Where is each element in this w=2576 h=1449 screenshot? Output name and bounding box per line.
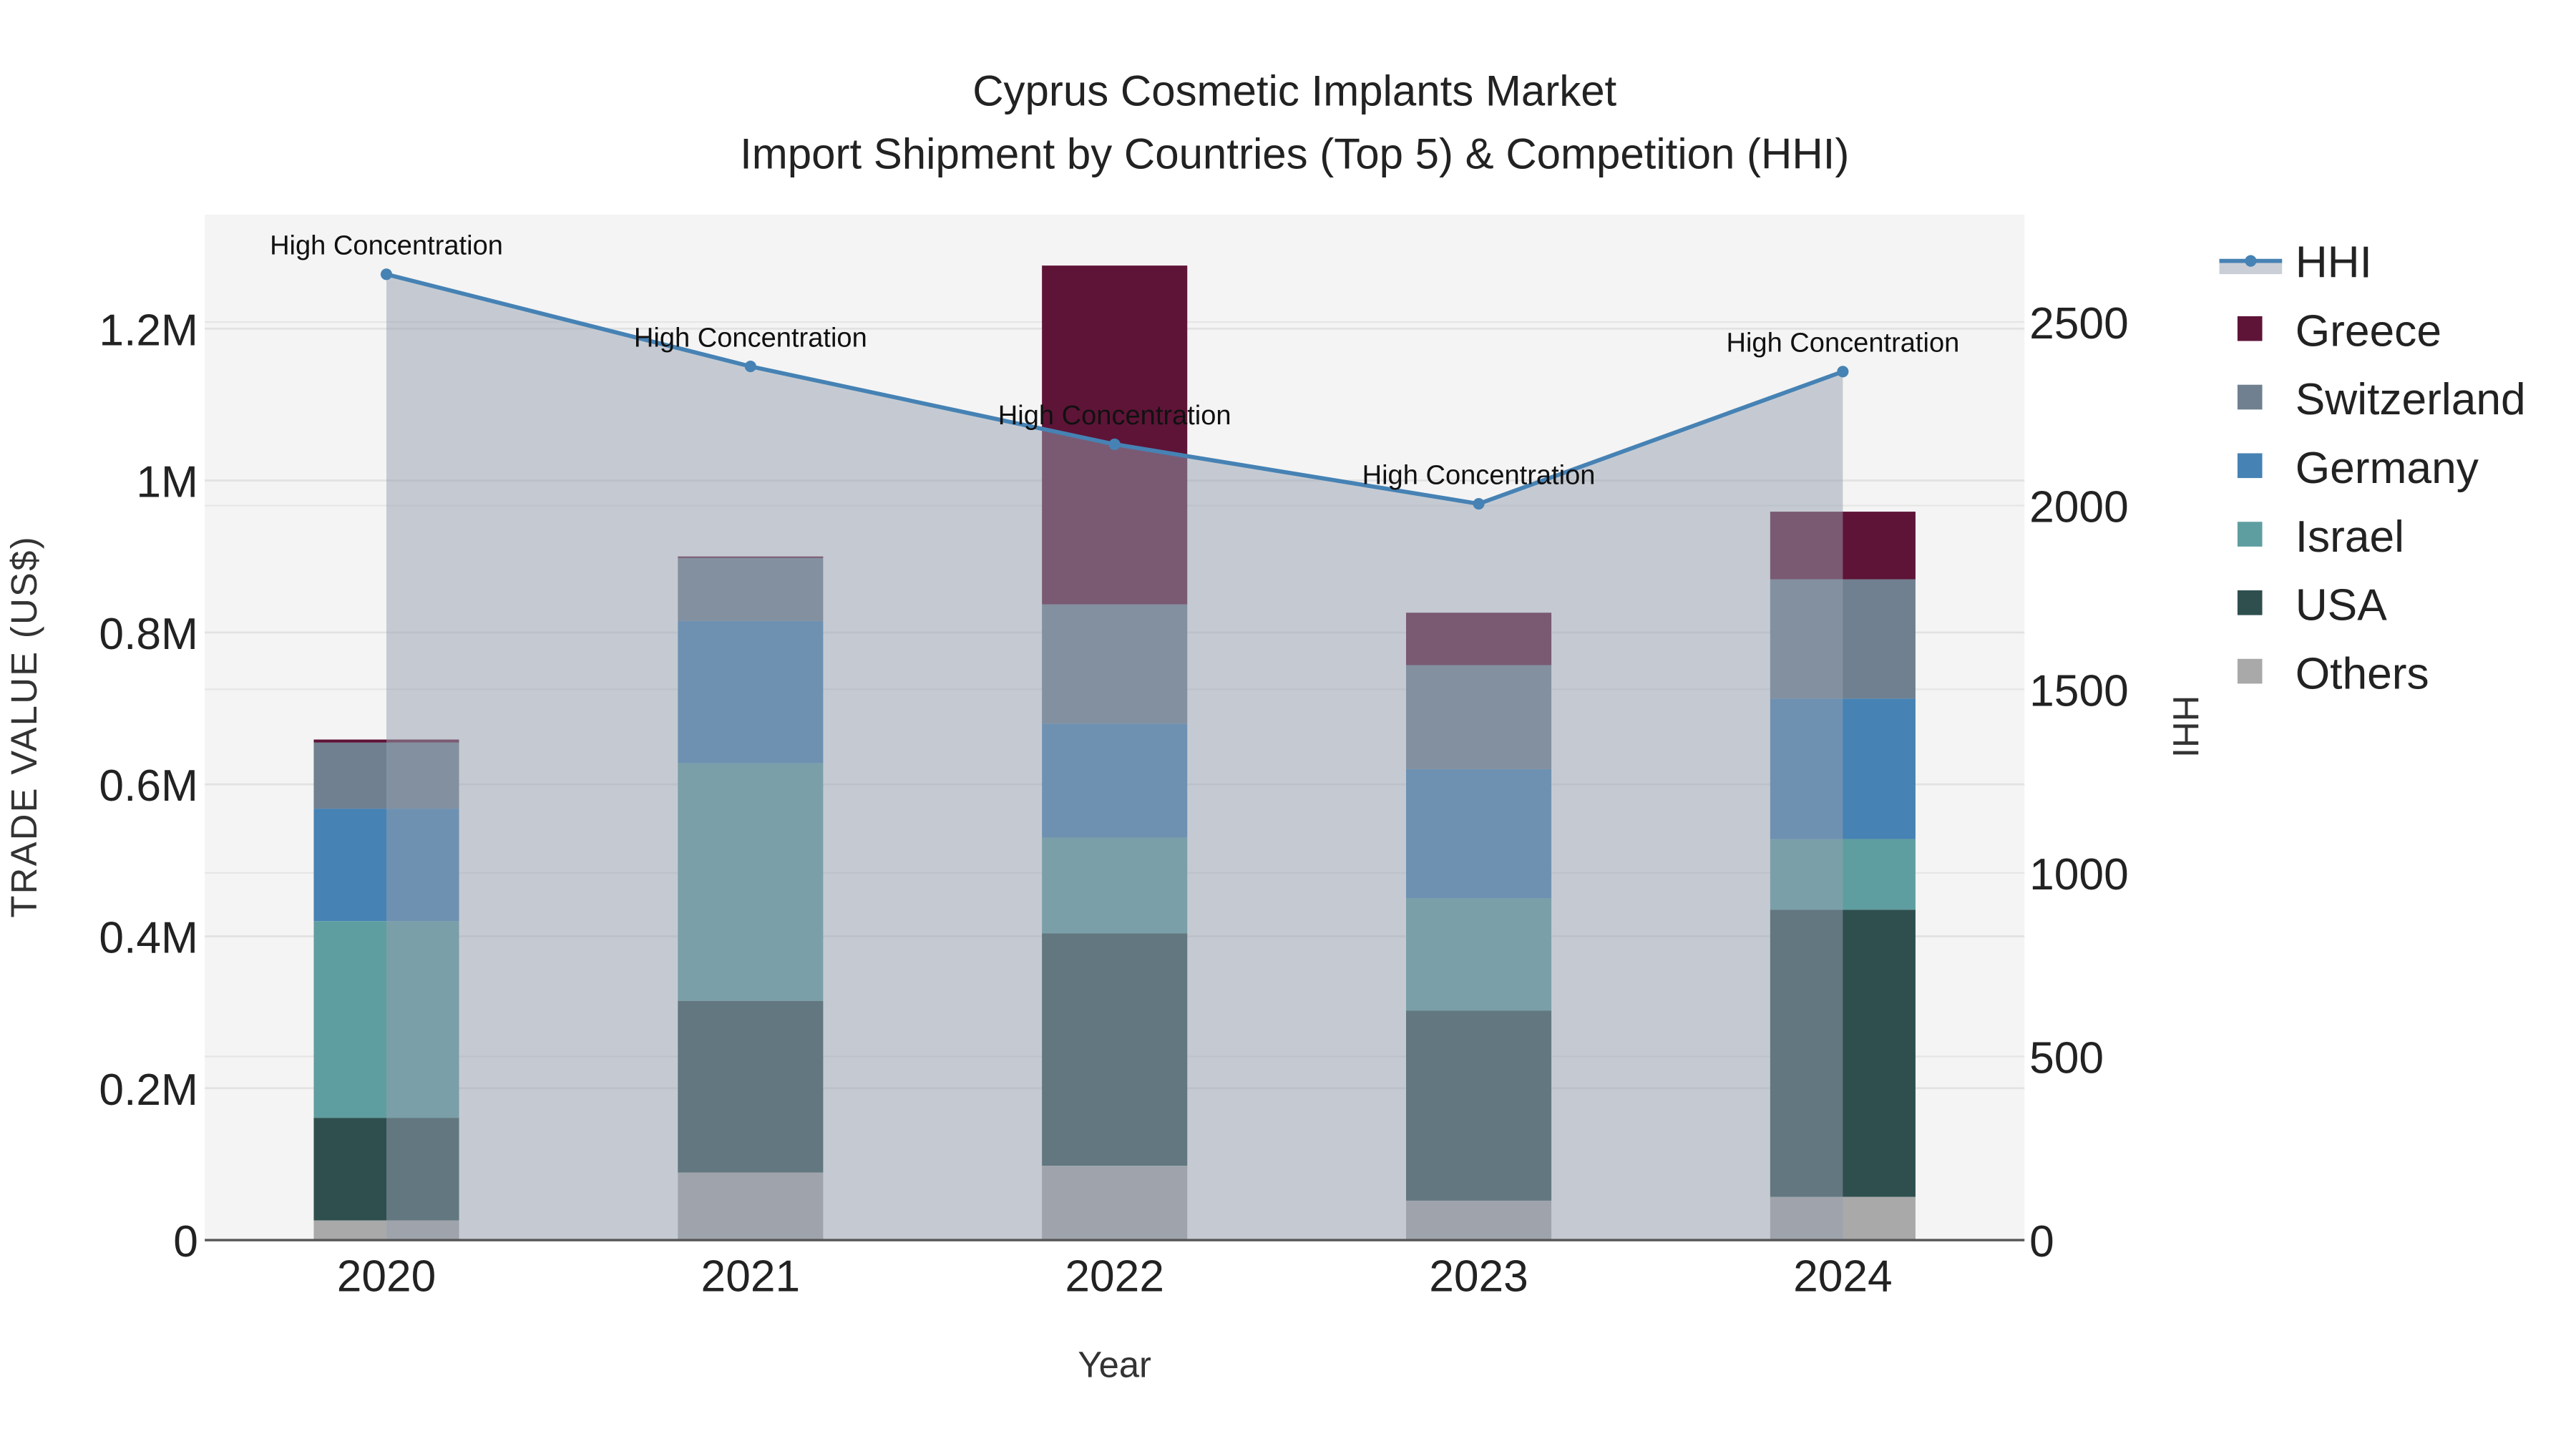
y-axis-label: TRADE VALUE (US$) [4,535,44,918]
hhi-point-2024 [1837,366,1849,378]
chart-subtitle: Import Shipment by Countries (Top 5) & C… [740,130,1849,177]
legend-swatch [2237,384,2263,410]
y2-tick-label: 1500 [2029,666,2129,716]
y2-tick-label: 0 [2029,1217,2054,1267]
legend-item-germany: Germany [2237,444,2479,493]
y-tick-label: 0.8M [99,610,198,659]
legend-marker [2245,255,2257,267]
x-tick-label: 2023 [1429,1252,1528,1302]
y-tick-label: 1.2M [99,306,198,355]
hhi-point-2021 [744,361,756,373]
y2-tick-label: 2000 [2029,483,2129,532]
hhi-point-2023 [1473,497,1485,510]
y2-axis-label: HHI [2165,696,2206,758]
legend-swatch [2237,453,2263,479]
chart-title: Cyprus Cosmetic Implants Market [972,67,1616,115]
hhi-annotation-2021: High Concentration [634,323,867,353]
hhi-annotation-2020: High Concentration [270,231,503,261]
hhi-annotation-2023: High Concentration [1362,460,1596,490]
hhi-point-2022 [1108,438,1121,450]
legend-swatch [2237,316,2263,341]
legend-item-usa: USA [2237,581,2388,630]
legend-swatch [2237,590,2263,615]
legend-label: Switzerland [2296,375,2526,424]
x-tick-label: 2022 [1065,1252,1164,1302]
y-tick-label: 1M [136,458,198,507]
x-tick-label: 2021 [701,1252,801,1302]
x-tick-label: 2020 [337,1252,436,1302]
y-tick-label: 0.2M [99,1065,198,1115]
legend-swatch [2237,658,2263,684]
legend-label: USA [2296,581,2388,630]
legend-item-others: Others [2237,649,2429,698]
hhi-annotation-2022: High Concentration [998,401,1231,431]
hhi-annotation-2024: High Concentration [1726,328,1959,358]
legend-label: HHI [2296,238,2372,288]
hhi-area [386,274,1843,1241]
legend-swatch [2237,522,2263,547]
legend-label: Germany [2296,444,2479,493]
y2-tick-label: 1000 [2029,850,2129,899]
x-tick-label: 2024 [1793,1252,1893,1302]
y-tick-label: 0.6M [99,761,198,811]
legend-label: Israel [2296,512,2404,562]
y-tick-label: 0 [173,1217,198,1267]
y-tick-label: 0.4M [99,914,198,963]
hhi-point-2020 [380,268,393,280]
legend-label: Others [2296,649,2429,698]
legend-item-israel: Israel [2237,512,2404,562]
legend-item-switzerland: Switzerland [2237,375,2526,424]
x-axis-label: Year [1078,1345,1151,1385]
y2-tick-label: 2500 [2029,299,2129,348]
legend-item-greece: Greece [2237,306,2441,356]
legend-item-hhi: HHI [2219,238,2372,288]
legend-label: Greece [2296,306,2441,356]
y2-tick-label: 500 [2029,1034,2104,1083]
legend-area-swatch [2219,260,2283,275]
